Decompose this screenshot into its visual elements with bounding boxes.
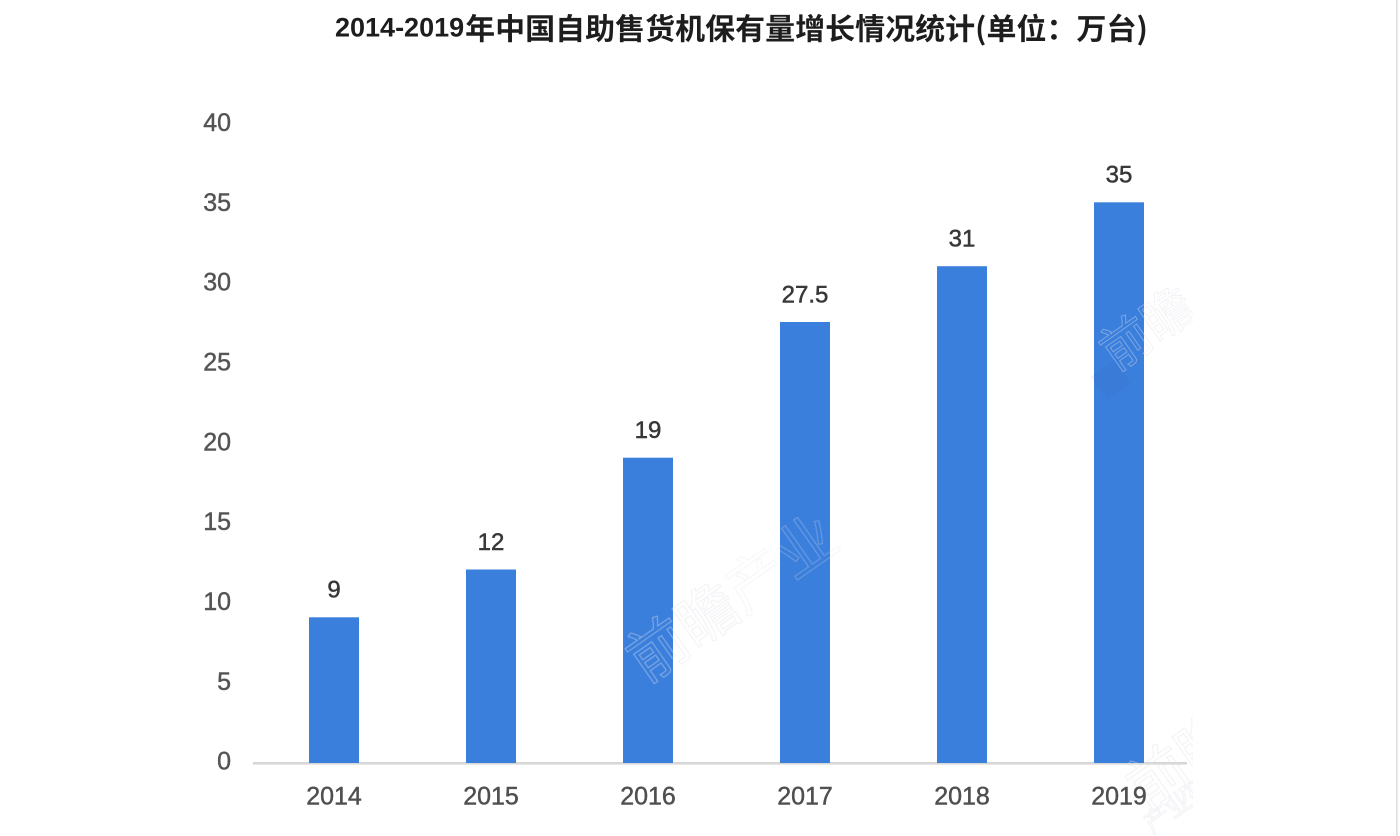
svg-text:35: 35 — [203, 189, 231, 217]
svg-text:2018: 2018 — [934, 783, 990, 811]
svg-text:35: 35 — [1106, 162, 1133, 189]
svg-text:2016: 2016 — [620, 783, 676, 811]
svg-text:15: 15 — [203, 508, 231, 536]
svg-text:9: 9 — [327, 577, 340, 604]
svg-text:19: 19 — [635, 417, 662, 444]
svg-text:10: 10 — [203, 588, 231, 616]
svg-text:2019: 2019 — [1091, 783, 1147, 811]
svg-text:25: 25 — [203, 349, 231, 377]
svg-text:40: 40 — [203, 109, 231, 137]
svg-text:20: 20 — [203, 428, 231, 456]
svg-text:5: 5 — [217, 668, 231, 696]
svg-text:27.5: 27.5 — [782, 281, 829, 308]
svg-text:2015: 2015 — [463, 783, 519, 811]
svg-text:30: 30 — [203, 269, 231, 297]
svg-text:2014: 2014 — [306, 783, 362, 811]
svg-text:31: 31 — [949, 226, 976, 253]
svg-text:2014-2019: 2014-2019 — [335, 13, 464, 43]
svg-text:0: 0 — [217, 748, 231, 776]
svg-text:12: 12 — [478, 529, 505, 556]
svg-text:2017: 2017 — [777, 783, 833, 811]
